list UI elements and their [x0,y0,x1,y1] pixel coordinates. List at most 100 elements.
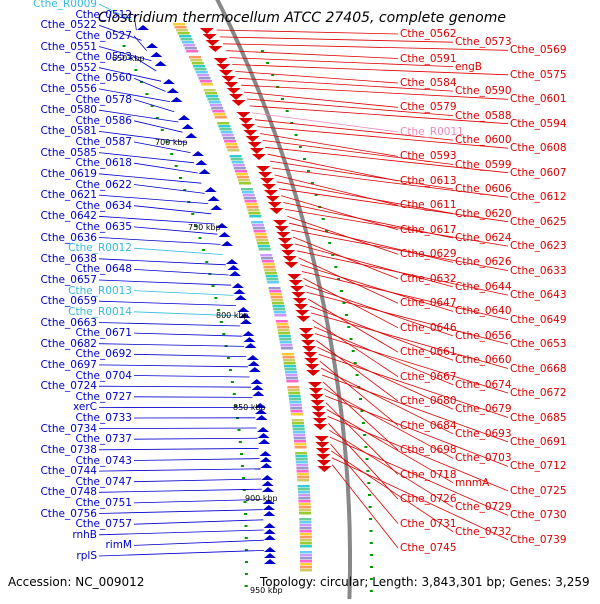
cog-track-segment [293,431,305,434]
reverse-gene-arrow [297,316,311,322]
cog-track-segment [297,479,309,482]
forward-gene-arrow [263,505,275,510]
label-connector [99,365,248,367]
gene-label: Cthe_0569 [510,44,567,56]
cog-track-segment [284,365,296,368]
forward-gene-arrow [262,487,274,492]
gene-label: Cthe_0632 [400,273,457,285]
cog-track-segment [288,389,300,392]
gene-label: Cthe_0626 [455,256,512,268]
forward-gene-arrow [258,433,270,438]
reverse-gene-arrow [315,442,329,448]
forward-gene-arrow [155,61,167,66]
tick-mark [299,146,302,148]
cog-track-segment [291,413,303,416]
cog-track-segment [300,536,312,539]
cog-track-segment [205,92,217,95]
gene-label: Cthe_0698 [400,444,457,456]
cog-track-segment [294,443,306,446]
gene-label: Cthe_0562 [400,28,457,40]
cog-track-segment [300,533,312,536]
tick-mark [340,290,343,292]
forward-gene-arrow [264,547,276,552]
forward-gene-arrow [249,367,261,372]
cog-track-segment [256,239,268,242]
gene-label: Cthe_0703 [455,452,512,464]
forward-gene-arrow [259,451,271,456]
cog-track-segment [212,110,224,113]
label-connector [99,510,263,514]
tick-mark [281,98,284,100]
reverse-gene-arrow [306,370,320,376]
label-connector [287,216,398,254]
reverse-gene-arrow [304,358,318,364]
cog-track-segment [199,77,211,80]
cog-track-segment [292,425,304,428]
cog-track-segment [185,47,197,50]
cog-track-segment [269,287,281,290]
tick-mark [370,530,373,532]
cog-track-segment [279,335,291,338]
cog-track-segment [263,263,275,266]
tick-mark [245,525,248,527]
cog-track-segment [293,434,305,437]
cog-track-segment [204,89,216,92]
cog-track-segment [298,497,310,500]
cog-track-segment [215,116,227,119]
cog-track-segment [266,278,278,281]
cog-track-segment [298,488,310,491]
forward-gene-arrow [232,283,244,288]
reverse-gene-arrow [316,448,330,454]
tick-mark [367,482,370,484]
forward-gene-arrow [261,475,273,480]
tick-mark [175,165,178,167]
gene-label: Cthe_0661 [400,346,457,358]
reverse-gene-arrow [241,124,255,130]
reverse-gene-arrow [311,400,325,406]
reverse-gene-arrow [302,346,316,352]
cog-track-segment [197,74,209,77]
cog-track-segment [222,134,234,137]
cog-track-segment [299,518,311,521]
reverse-gene-arrow [317,466,331,472]
label-connector [134,397,253,398]
forward-gene-arrow [264,559,276,564]
gene-label: Cthe_0691 [510,436,567,448]
accession-text: Accession: NC_009012 [8,575,144,589]
gene-label: rimM [105,539,132,551]
label-connector [304,278,399,327]
cog-track-segment [189,56,201,59]
cog-track-segment [300,545,312,548]
tick-mark [239,441,242,443]
reverse-gene-arrow [313,418,327,424]
gene-label: Cthe_0684 [400,420,457,432]
gene-label: Cthe_0599 [455,159,512,171]
cog-track-segment [294,437,306,440]
cog-track-segment [269,290,281,293]
cog-track-segment [263,266,275,269]
cog-track-segment [206,95,218,98]
forward-gene-arrow [219,232,231,237]
cog-track-segment [221,131,233,134]
cog-track-segment [299,512,311,515]
cog-track-segment [175,26,187,29]
cog-track-segment [289,395,301,398]
cog-track-segment [217,122,229,125]
gene-label: Cthe_0617 [400,224,457,236]
forward-gene-arrow [262,481,274,486]
label-connector [134,438,258,439]
label-connector [134,163,198,173]
tick-mark [286,110,289,112]
reverse-gene-arrow [239,118,253,124]
label-connector [134,459,260,461]
reverse-gene-arrow [216,64,230,70]
cog-track-segment [294,440,306,443]
gene-label: Cthe_0679 [455,403,512,415]
forward-gene-arrow [260,463,272,468]
forward-gene-arrow [205,187,217,192]
cog-track-segment [286,374,298,377]
reverse-gene-arrow [284,262,298,268]
cog-track-segment [299,509,311,512]
tick-mark [345,314,348,316]
cog-track-segment [190,59,202,62]
